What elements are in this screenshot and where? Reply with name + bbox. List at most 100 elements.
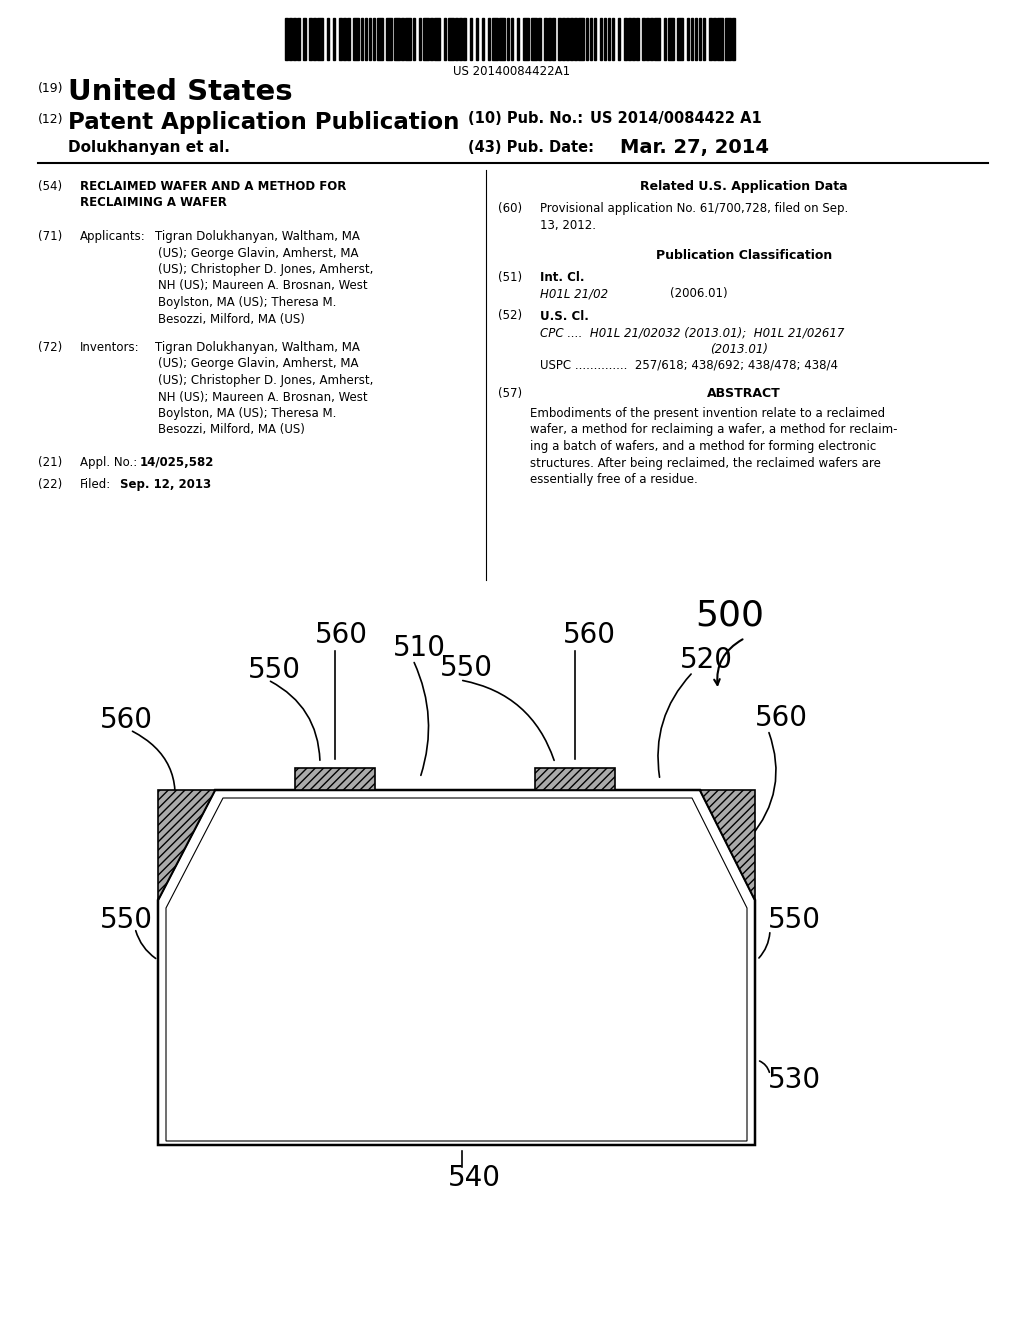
Text: USPC ..............  257/618; 438/692; 438/478; 438/4: USPC .............. 257/618; 438/692; 43… [540, 359, 838, 372]
Bar [600, 18, 602, 59]
Text: (US); Christopher D. Jones, Amherst,: (US); Christopher D. Jones, Amherst, [158, 374, 374, 387]
Text: (21): (21) [38, 455, 62, 469]
Text: ing a batch of wafers, and a method for forming electronic: ing a batch of wafers, and a method for … [530, 440, 877, 453]
Bar [447, 18, 454, 59]
Text: 510: 510 [393, 634, 446, 663]
Text: 520: 520 [680, 645, 733, 675]
Bar [369, 18, 371, 59]
Bar [617, 18, 621, 59]
Bar [604, 18, 606, 59]
Polygon shape [700, 789, 755, 900]
Text: 540: 540 [449, 1164, 501, 1192]
Bar [687, 18, 689, 59]
Bar [695, 18, 697, 59]
Bar [535, 768, 615, 789]
Bar [517, 18, 519, 59]
Bar [702, 18, 706, 59]
Bar [434, 18, 440, 59]
Text: 560: 560 [315, 620, 368, 649]
Bar [303, 18, 305, 59]
Bar [544, 18, 547, 59]
Bar [406, 18, 412, 59]
Text: (71): (71) [38, 230, 62, 243]
Text: Inventors:: Inventors: [80, 341, 139, 354]
Bar [594, 18, 596, 59]
Bar [654, 18, 660, 59]
Bar [732, 18, 734, 59]
Text: (10) Pub. No.:: (10) Pub. No.: [468, 111, 583, 125]
Bar [664, 18, 667, 59]
Bar [360, 18, 364, 59]
Bar [469, 18, 472, 59]
Text: Dolukhanyan et al.: Dolukhanyan et al. [68, 140, 229, 154]
Bar [699, 18, 701, 59]
Bar [608, 18, 610, 59]
Text: U.S. Cl.: U.S. Cl. [540, 309, 589, 322]
Bar [650, 18, 652, 59]
Bar [309, 18, 311, 59]
Bar [487, 18, 490, 59]
Text: Int. Cl.: Int. Cl. [540, 271, 585, 284]
Bar [295, 768, 375, 789]
Bar [285, 18, 288, 59]
Bar [570, 18, 572, 59]
Bar [624, 18, 627, 59]
Bar [579, 18, 585, 59]
Text: Applicants:: Applicants: [80, 230, 145, 243]
Text: Mar. 27, 2014: Mar. 27, 2014 [620, 139, 769, 157]
Bar [511, 18, 513, 59]
Bar [456, 18, 458, 59]
Text: (72): (72) [38, 341, 62, 354]
Bar [558, 18, 561, 59]
Bar [500, 18, 505, 59]
Bar [413, 18, 415, 59]
Text: (2006.01): (2006.01) [670, 288, 728, 301]
Bar [339, 18, 341, 59]
Bar [377, 18, 383, 59]
Bar [636, 18, 639, 59]
Text: 560: 560 [563, 620, 616, 649]
Bar [386, 18, 392, 59]
Text: US 20140084422A1: US 20140084422A1 [454, 65, 570, 78]
Text: RECLAIMED WAFER AND A METHOD FOR: RECLAIMED WAFER AND A METHOD FOR [80, 180, 346, 193]
Bar [430, 18, 433, 59]
Text: Boylston, MA (US); Theresa M.: Boylston, MA (US); Theresa M. [158, 296, 336, 309]
Text: United States: United States [68, 78, 293, 106]
Text: Tigran Dolukhanyan, Waltham, MA: Tigran Dolukhanyan, Waltham, MA [155, 230, 359, 243]
Bar [419, 18, 421, 59]
Bar [611, 18, 614, 59]
Text: (12): (12) [38, 114, 63, 125]
Polygon shape [158, 789, 215, 900]
Text: wafer, a method for reclaiming a wafer, a method for reclaim-: wafer, a method for reclaiming a wafer, … [530, 424, 897, 437]
Bar [642, 18, 644, 59]
Text: structures. After being reclaimed, the reclaimed wafers are: structures. After being reclaimed, the r… [530, 457, 881, 470]
Text: 14/025,582: 14/025,582 [140, 455, 214, 469]
Bar [677, 18, 683, 59]
Bar [297, 18, 299, 59]
Text: (US); George Glavin, Amherst, MA: (US); George Glavin, Amherst, MA [158, 358, 358, 371]
Polygon shape [158, 789, 755, 1144]
Bar [333, 18, 336, 59]
Bar [646, 18, 648, 59]
Bar [530, 18, 537, 59]
Bar [691, 18, 693, 59]
Text: Patent Application Publication: Patent Application Publication [68, 111, 460, 135]
Bar [373, 18, 375, 59]
Bar [343, 18, 345, 59]
Bar [632, 18, 635, 59]
Bar [460, 18, 462, 59]
Text: CPC ....  H01L 21/02032 (2013.01);  H01L 21/02617: CPC .... H01L 21/02032 (2013.01); H01L 2… [540, 326, 845, 339]
Bar [365, 18, 367, 59]
Text: NH (US); Maureen A. Brosnan, West: NH (US); Maureen A. Brosnan, West [158, 280, 368, 293]
Text: Besozzi, Milford, MA (US): Besozzi, Milford, MA (US) [158, 424, 305, 437]
Text: (60): (60) [498, 202, 522, 215]
Text: Related U.S. Application Data: Related U.S. Application Data [640, 180, 848, 193]
Bar [423, 18, 429, 59]
Bar [464, 18, 466, 59]
Bar [574, 18, 577, 59]
Text: (19): (19) [38, 82, 63, 95]
Bar [481, 18, 484, 59]
Text: 550: 550 [768, 906, 821, 935]
Text: 550: 550 [100, 906, 153, 935]
Bar [628, 18, 631, 59]
